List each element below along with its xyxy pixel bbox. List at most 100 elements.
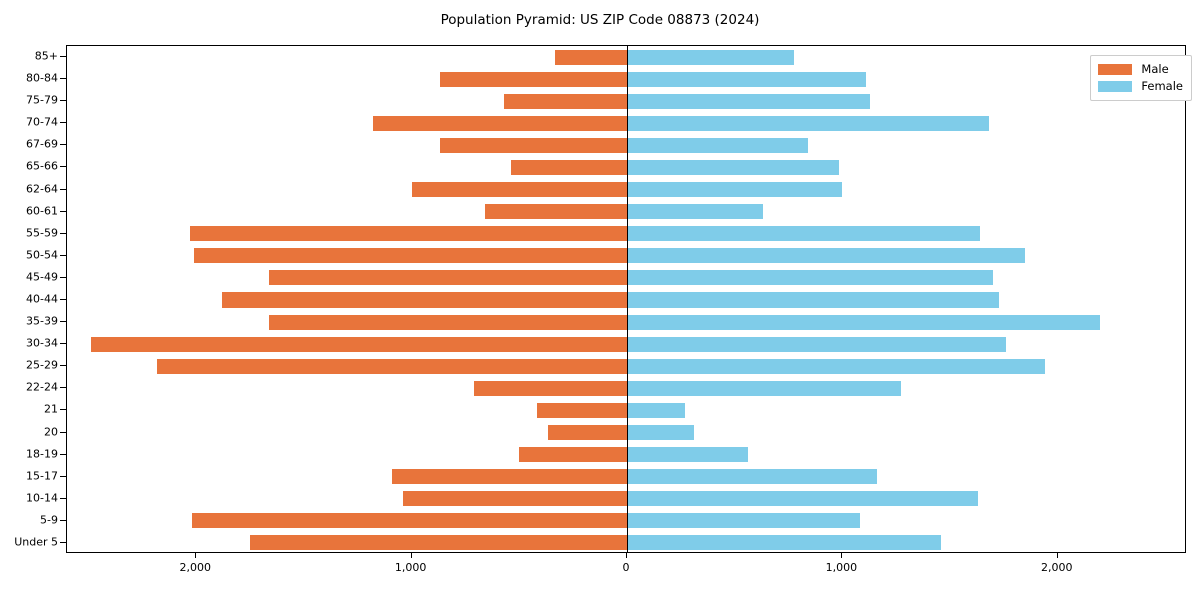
bar-female[interactable] [627, 535, 942, 551]
bar-female[interactable] [627, 336, 1007, 352]
chart-title: Population Pyramid: US ZIP Code 08873 (2… [440, 12, 760, 28]
bar-male[interactable] [392, 469, 627, 485]
bar-female[interactable] [627, 204, 763, 220]
bar-female[interactable] [627, 93, 871, 109]
pyramid-row [67, 159, 1185, 175]
bar-male[interactable] [484, 204, 627, 220]
bar-female[interactable] [627, 447, 748, 463]
bar-male[interactable] [510, 159, 627, 175]
bar-female[interactable] [627, 182, 843, 198]
pyramid-row [67, 380, 1185, 396]
y-tick-label: 20 [44, 425, 58, 439]
bar-male[interactable] [439, 137, 627, 153]
y-tick-mark [60, 299, 66, 300]
x-tick-mark [410, 553, 412, 558]
y-tick-mark [60, 387, 66, 389]
y-tick-label: 21 [44, 402, 58, 416]
bar-female[interactable] [627, 513, 860, 529]
bar-female[interactable] [627, 159, 840, 175]
bar-female[interactable] [627, 71, 867, 87]
zero-axis-line [627, 46, 628, 552]
bar-male[interactable] [403, 491, 627, 507]
y-tick-label: 22-24 [26, 380, 58, 394]
bar-female[interactable] [627, 358, 1045, 374]
y-tick-label: 85+ [34, 49, 58, 63]
bar-male[interactable] [536, 402, 627, 418]
legend-swatch-icon [1098, 64, 1133, 75]
bar-male[interactable] [411, 182, 627, 198]
pyramid-row [67, 93, 1185, 109]
legend-entry[interactable]: Male [1098, 61, 1183, 78]
pyramid-row [67, 469, 1185, 485]
y-tick-mark [60, 497, 66, 499]
x-tick-label: 0 [622, 561, 630, 574]
y-tick-label: Under 5 [14, 535, 58, 549]
y-tick-mark [60, 475, 66, 477]
bar-female[interactable] [627, 402, 686, 418]
bar-male[interactable] [222, 292, 627, 308]
pyramid-row [67, 535, 1185, 551]
y-tick-mark [60, 254, 66, 256]
bar-female[interactable] [627, 491, 979, 507]
x-tick-mark [626, 553, 627, 558]
bar-female[interactable] [627, 137, 808, 153]
x-tick-mark [841, 553, 843, 558]
pyramid-row [67, 292, 1185, 308]
bar-female[interactable] [627, 248, 1026, 264]
x-tick-label: 1,000 [394, 561, 427, 574]
y-tick-mark [60, 409, 66, 411]
y-tick-mark [60, 431, 66, 433]
bar-male[interactable] [269, 270, 627, 286]
bar-female[interactable] [627, 380, 901, 396]
bar-male[interactable] [194, 248, 627, 264]
y-tick-label: 35-39 [26, 314, 58, 328]
y-tick-label: 70-74 [26, 115, 58, 129]
bar-female[interactable] [627, 226, 981, 242]
pyramid-row [67, 137, 1185, 153]
bar-male[interactable] [474, 380, 627, 396]
y-tick-mark [60, 144, 66, 146]
bar-male[interactable] [504, 93, 627, 109]
legend-entry[interactable]: Female [1098, 78, 1183, 95]
pyramid-row [67, 314, 1185, 330]
pyramid-row [67, 402, 1185, 418]
y-tick-label: 50-54 [26, 248, 58, 262]
plot-area [66, 45, 1186, 553]
pyramid-row [67, 182, 1185, 198]
bar-male[interactable] [519, 447, 627, 463]
pyramid-row [67, 49, 1185, 65]
bar-female[interactable] [627, 115, 989, 131]
bar-male[interactable] [269, 314, 627, 330]
chart-legend: Male Female [1090, 55, 1192, 101]
y-tick-label: 45-49 [26, 270, 58, 284]
y-tick-label: 80-84 [26, 71, 58, 85]
legend-label: Female [1141, 78, 1183, 93]
bar-male[interactable] [439, 71, 627, 87]
bar-female[interactable] [627, 49, 794, 65]
y-tick-label: 30-34 [26, 336, 58, 350]
bar-male[interactable] [548, 425, 627, 441]
bar-male[interactable] [372, 115, 627, 131]
legend-label: Male [1141, 61, 1169, 76]
bar-male[interactable] [191, 513, 627, 529]
bar-male[interactable] [554, 49, 627, 65]
pyramid-row [67, 336, 1185, 352]
bar-male[interactable] [189, 226, 627, 242]
y-tick-label: 18-19 [26, 447, 58, 461]
x-axis: 2,000 1,000 0 1,000 2,000 [66, 553, 1186, 593]
bar-female[interactable] [627, 469, 877, 485]
bar-female[interactable] [627, 314, 1100, 330]
bar-female[interactable] [627, 292, 999, 308]
bar-male[interactable] [157, 358, 627, 374]
bar-female[interactable] [627, 270, 994, 286]
bar-male[interactable] [250, 535, 627, 551]
bar-female[interactable] [627, 425, 694, 441]
y-tick-mark [60, 519, 66, 521]
y-tick-mark [60, 321, 66, 323]
y-tick-mark [60, 453, 66, 455]
pyramid-row [67, 270, 1185, 286]
x-tick-label: 2,000 [179, 561, 211, 574]
y-tick-label: 55-59 [26, 226, 58, 240]
bar-male[interactable] [90, 336, 627, 352]
